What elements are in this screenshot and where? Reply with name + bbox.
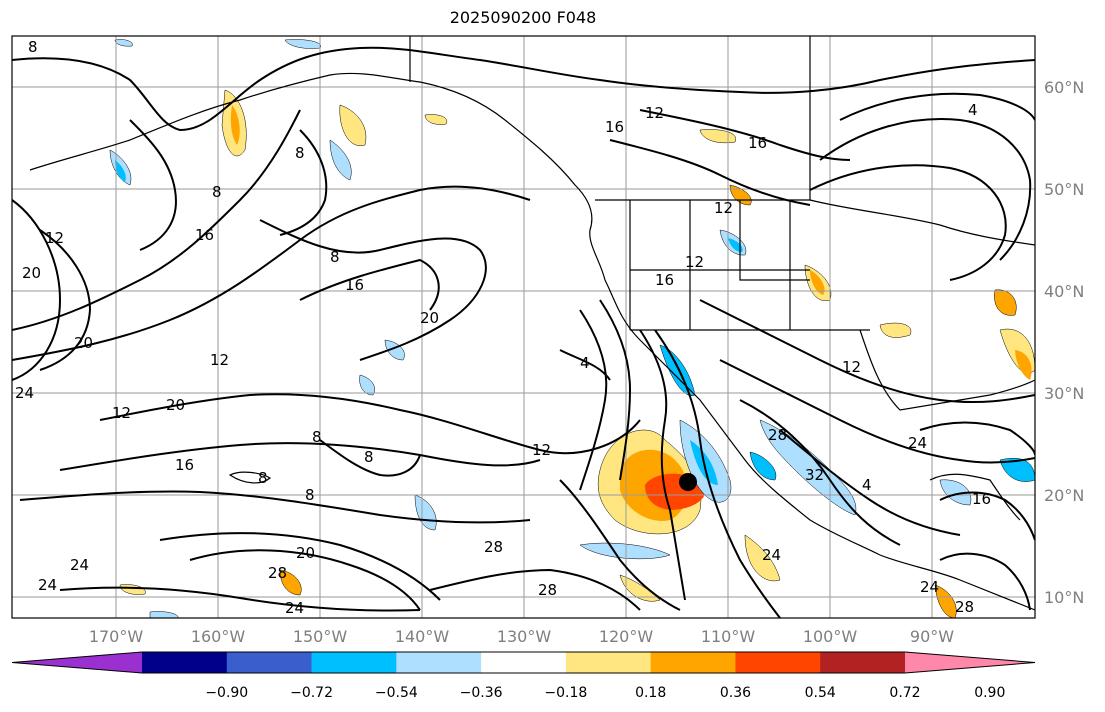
contour-label: 16	[605, 118, 624, 136]
contour-label: 12	[45, 229, 64, 247]
contour-label: 24	[70, 556, 89, 574]
lon-label: 160°W	[191, 627, 246, 646]
contour-labels: 8 12 16 16 4 12 20 16 16 20 20 24 12 20 …	[15, 38, 991, 617]
contour-label: 8	[312, 428, 322, 446]
colorbar-segment	[396, 652, 482, 673]
contour-label: 4	[580, 354, 590, 372]
contour-label: 20	[420, 309, 439, 327]
contour-label: 20	[22, 264, 41, 282]
contour-label: 12	[112, 404, 131, 422]
contour-label: 28	[538, 581, 557, 599]
contour-label: 16	[972, 490, 991, 508]
lat-label: 40°N	[1044, 282, 1084, 301]
contour-label: 24	[38, 576, 57, 594]
contour-label: 8	[212, 183, 222, 201]
colorbar-segment	[905, 652, 1035, 673]
contour-label: 24	[762, 546, 781, 564]
colorbar-tick-label: −0.90	[205, 685, 248, 701]
contour-label: 32	[805, 466, 824, 484]
contour-label: 20	[296, 544, 315, 562]
colorbar-segment	[12, 652, 142, 673]
colorbar-segment	[565, 652, 652, 673]
coastlines	[29, 36, 1035, 611]
lon-label: 130°W	[497, 627, 552, 646]
colorbar-tick-label: 0.36	[720, 685, 751, 701]
contour-label: 24	[285, 599, 304, 617]
contour-label: 24	[920, 578, 939, 596]
colorbar-segment	[481, 652, 567, 673]
contour-label: 8	[330, 248, 340, 266]
contour-label: 12	[714, 199, 733, 217]
colorbar-segment	[820, 652, 906, 673]
lon-label: 110°W	[701, 627, 756, 646]
contour-label: 24	[15, 384, 34, 402]
contour-label: 16	[655, 271, 674, 289]
longitude-labels: 170°W 160°W 150°W 140°W 130°W 120°W 110°…	[89, 627, 954, 646]
colorbar-segment	[142, 652, 228, 673]
colorbar-segment	[226, 652, 313, 673]
colorbar-tick-label: 0.72	[889, 685, 920, 701]
colorbar-tick-label: 0.90	[974, 685, 1005, 701]
lat-label: 50°N	[1044, 180, 1084, 199]
map-panel	[12, 36, 1035, 618]
map-frame	[11, 35, 1036, 619]
contour-label: 8	[305, 486, 315, 504]
contours	[12, 46, 1035, 618]
contour-label: 28	[484, 538, 503, 556]
contour-label: 16	[748, 134, 767, 152]
colorbar-tick-label: −0.18	[544, 685, 587, 701]
contour-label: 12	[842, 358, 861, 376]
lat-label: 30°N	[1044, 384, 1084, 403]
lon-label: 150°W	[293, 627, 348, 646]
contour-label: 28	[268, 564, 287, 582]
colorbar-segment	[735, 652, 821, 673]
lon-label: 120°W	[599, 627, 654, 646]
contour-label: 8	[28, 38, 38, 56]
colorbar-segment	[650, 652, 736, 673]
contour-label: 12	[685, 253, 704, 271]
contour-label: 20	[74, 334, 93, 352]
colorbar: −0.90 −0.72 −0.54 −0.36 −0.18 0.18 0.36 0.54 0.7…	[11, 651, 1036, 701]
colorbar-tick-label: −0.54	[375, 685, 418, 701]
contour-label: 16	[195, 226, 214, 244]
colorbar-tick-label: 0.54	[805, 685, 836, 701]
contour-label: 20	[166, 396, 185, 414]
contour-label: 16	[345, 276, 364, 294]
contour-label: 16	[175, 456, 194, 474]
colorbar-tick-label: −0.36	[460, 685, 503, 701]
contour-label: 12	[645, 104, 664, 122]
lat-label: 20°N	[1044, 486, 1084, 505]
contour-label: 4	[968, 101, 978, 119]
contour-label: 12	[210, 351, 229, 369]
lat-label: 10°N	[1044, 588, 1084, 607]
latitude-labels: 60°N 50°N 40°N 30°N 20°N 10°N	[1044, 78, 1084, 607]
contour-label: 28	[768, 426, 787, 444]
map-title: 2025090200 F048	[449, 8, 597, 27]
contour-label: 24	[908, 434, 927, 452]
contour-label: 8	[364, 448, 374, 466]
colorbar-tick-label: 0.18	[635, 685, 666, 701]
lon-label: 140°W	[395, 627, 450, 646]
contour-label: 8	[295, 144, 305, 162]
contour-label: 28	[955, 598, 974, 616]
contour-label: 12	[532, 441, 551, 459]
lon-label: 100°W	[803, 627, 858, 646]
gridlines	[12, 36, 1035, 618]
colorbar-segment	[311, 652, 397, 673]
lat-label: 60°N	[1044, 78, 1084, 97]
lon-label: 170°W	[89, 627, 144, 646]
lon-label: 90°W	[910, 627, 954, 646]
colorbar-outline	[11, 651, 1036, 674]
storm-center-marker	[679, 473, 697, 491]
contour-label: 4	[862, 476, 872, 494]
colorbar-tick-label: −0.72	[290, 685, 333, 701]
contour-label: 8	[258, 469, 268, 487]
